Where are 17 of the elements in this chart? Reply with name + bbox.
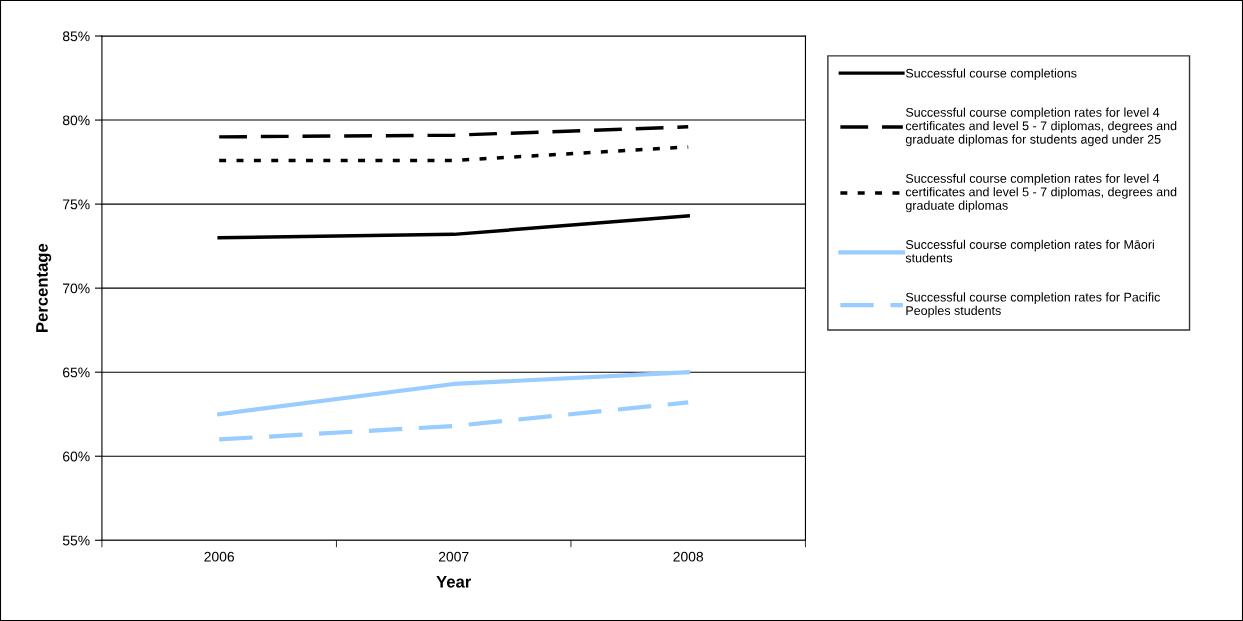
y-tick-label: 85%	[62, 31, 90, 42]
y-tick-label: 65%	[63, 367, 90, 378]
y-tick-label: 60%	[63, 451, 90, 462]
legend-label: Successful course completion rates for level 4 certificates and level 5 - 7 diplomas, degrees and graduate diplomas	[905, 173, 1177, 213]
x-tick-label: 2006	[204, 551, 235, 562]
x-tick-label: 2007	[438, 551, 469, 562]
legend-label: Successful course completion rates for Pacific Peoples students	[905, 292, 1161, 318]
legend-label: Successful course completion rates for Māori students	[905, 239, 1154, 263]
y-tick-label: 70%	[63, 283, 90, 294]
y-tick-label: 80%	[62, 115, 90, 126]
y-axis-title: Percentage	[36, 243, 52, 332]
x-axis-title: Year	[436, 576, 472, 588]
legend-label: Successful course completion rates for level 4 certificates and level 5 - 7 diplomas, degrees and graduate diplomas for students aged under 25	[905, 107, 1177, 147]
y-tick-label: 55%	[62, 535, 90, 546]
x-tick-label: 2008	[673, 551, 704, 562]
y-tick-label: 75%	[63, 199, 90, 210]
legend-label: Successful course completions	[905, 68, 1077, 81]
